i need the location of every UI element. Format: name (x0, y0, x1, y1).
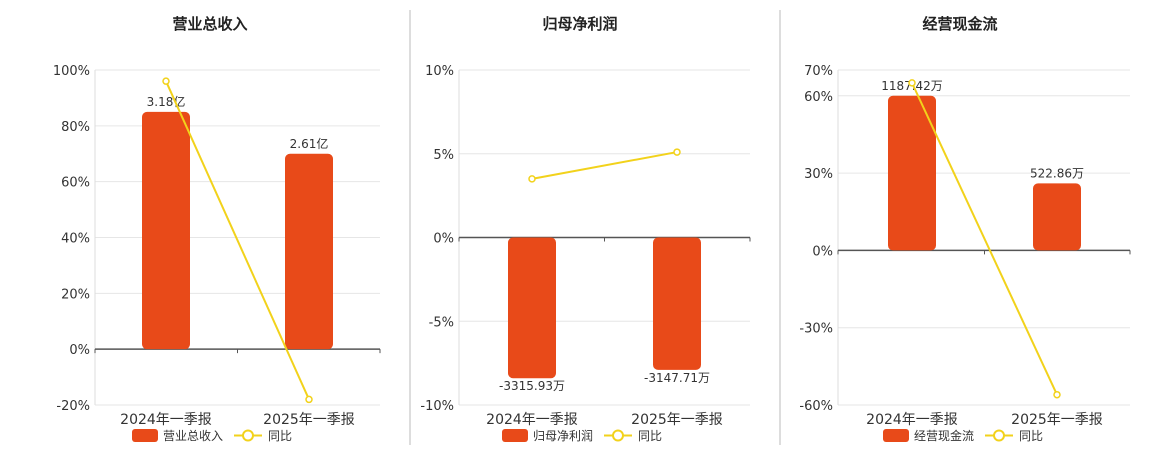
y-tick-label: 30% (804, 167, 833, 182)
y-tick-label: 0% (812, 244, 833, 259)
y-tick-label: 60% (804, 90, 833, 105)
legend-label: 同比 (638, 429, 662, 443)
y-tick-label: -60% (799, 399, 833, 414)
yoy-point (673, 148, 681, 156)
yoy-line (911, 82, 1058, 396)
data-label: 3.18亿 (147, 94, 186, 109)
x-tick-label: 2024年一季报 (866, 412, 958, 428)
y-tick-label: 10% (425, 64, 454, 79)
yoy-point (908, 79, 916, 87)
legend-swatch-marker (242, 429, 254, 442)
y-tick-label: 0% (433, 232, 454, 247)
yoy-line (531, 151, 678, 180)
y-tick-label: 80% (61, 120, 90, 135)
chart-title: 营业总收入 (172, 15, 247, 33)
y-tick-label: 5% (433, 148, 454, 163)
yoy-line (165, 80, 310, 400)
y-tick-label: 60% (61, 176, 90, 191)
bar (1033, 183, 1081, 251)
data-label: 2.61亿 (290, 136, 329, 151)
legend-swatch-bar (132, 429, 158, 442)
yoy-point (1053, 390, 1061, 399)
legend-swatch-bar (883, 429, 909, 442)
y-tick-label: 40% (61, 232, 90, 247)
y-tick-label: 20% (61, 287, 90, 302)
legend-label: 经营现金流 (914, 428, 974, 443)
y-tick-label: 0% (69, 343, 90, 358)
chart-title: 经营现金流 (922, 15, 997, 33)
legend-swatch-marker (993, 429, 1005, 442)
y-tick-label: -20% (56, 399, 90, 414)
chart-title: 归母净利润 (542, 15, 617, 33)
y-tick-label: 100% (53, 64, 90, 79)
bar (285, 153, 333, 350)
legend-swatch-bar (502, 429, 528, 442)
yoy-point (528, 175, 536, 183)
data-label: -3315.93万 (499, 379, 565, 393)
y-tick-label: -5% (429, 315, 454, 330)
bar (653, 237, 701, 370)
legend-label: 营业总收入 (163, 429, 223, 443)
data-label: -3147.71万 (644, 371, 710, 385)
x-tick-label: 2024年一季报 (120, 412, 212, 428)
y-tick-label: 70% (804, 64, 833, 79)
y-tick-label: -10% (420, 399, 454, 414)
x-tick-label: 2025年一季报 (263, 412, 355, 428)
x-tick-label: 2024年一季报 (486, 412, 578, 428)
legend-label: 同比 (1019, 429, 1043, 443)
bar (888, 95, 936, 251)
legend-swatch-marker (612, 429, 624, 442)
legend-label: 归母净利润 (533, 429, 593, 443)
x-tick-label: 2025年一季报 (631, 412, 723, 428)
legend-label: 同比 (268, 429, 292, 443)
y-tick-label: -30% (799, 322, 833, 337)
data-label: 522.86万 (1030, 166, 1084, 180)
bar (142, 111, 190, 350)
yoy-point (305, 395, 313, 404)
x-tick-label: 2025年一季报 (1011, 412, 1103, 428)
yoy-point (162, 77, 170, 85)
bar (508, 237, 556, 379)
